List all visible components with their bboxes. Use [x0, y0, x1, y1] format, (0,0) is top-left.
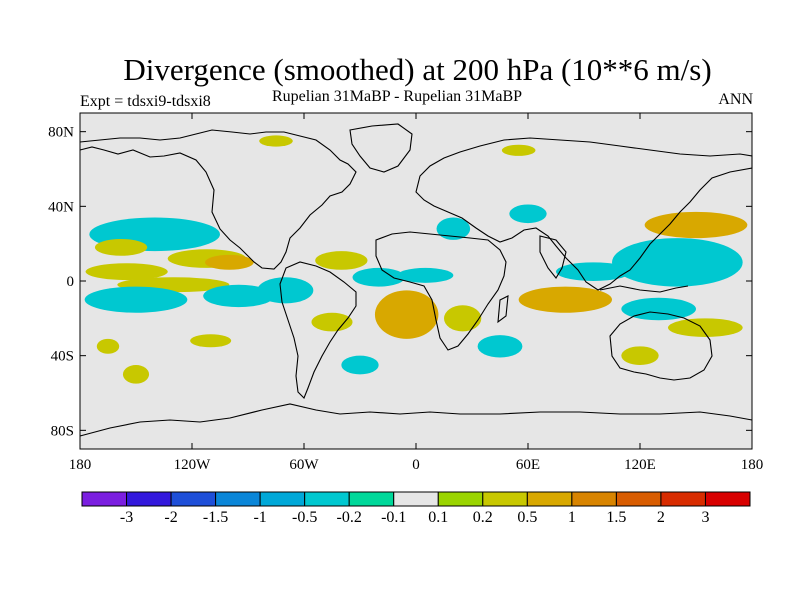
lon-tick-label: 60W	[289, 457, 319, 473]
divergence-blob-27	[668, 318, 743, 337]
divergence-blob-11	[122, 365, 150, 384]
divergence-blob-19	[374, 290, 439, 339]
divergence-blob-13	[96, 338, 120, 354]
coast-antarctica	[79, 403, 753, 437]
divergence-blob-9	[311, 312, 353, 332]
divergence-blob-14	[315, 251, 368, 270]
experiment-label: Expt = tdsxi9-tdsxi8	[80, 93, 211, 110]
lon-tick-label: 60E	[516, 457, 540, 473]
coast-greenland	[349, 123, 413, 173]
season-label: ANN	[718, 91, 753, 108]
divergence-blob-4	[85, 263, 168, 281]
divergence-blob-6	[84, 286, 188, 313]
divergence-blob-10	[341, 355, 379, 375]
lat-tick-label: 0	[67, 274, 75, 290]
divergence-blob-1	[94, 239, 148, 256]
lon-tick-label: 180	[741, 457, 764, 473]
coast-australia	[609, 311, 713, 381]
divergence-blob-30	[259, 135, 293, 147]
divergence-blob-20	[444, 305, 482, 332]
divergence-blob-25	[644, 211, 748, 239]
divergence-blob-22	[518, 286, 612, 313]
coast-south-america	[279, 261, 357, 399]
divergence-blob-17	[436, 217, 471, 240]
coast-north-america	[79, 129, 357, 270]
coast-eurasia	[415, 137, 753, 291]
lat-tick-label: 80N	[48, 125, 74, 141]
coast-sea-islands	[599, 285, 689, 293]
divergence-blob-7	[203, 284, 275, 308]
divergence-field	[84, 135, 748, 384]
lon-tick-label: 120E	[624, 457, 656, 473]
lat-axis: 80N 40N 0 40S 80S	[48, 125, 752, 439]
divergence-blob-8	[257, 277, 314, 304]
coast-madagascar	[497, 295, 509, 324]
divergence-blob-12	[190, 334, 232, 348]
divergence-blob-16	[397, 267, 454, 283]
divergence-blob-24	[612, 238, 743, 287]
lon-tick-label: 120W	[174, 457, 212, 473]
divergence-blob-21	[477, 335, 523, 358]
divergence-blob-29	[501, 144, 536, 156]
lon-tick-label: 180	[69, 457, 92, 473]
divergence-blob-18	[509, 204, 547, 224]
lon-axis: 180 120W 60W 0 60E 120E 180	[69, 113, 764, 473]
divergence-blob-28	[621, 346, 659, 365]
divergence-blob-3	[205, 254, 254, 270]
divergence-blob-15	[352, 267, 405, 287]
lat-tick-label: 40S	[51, 349, 74, 365]
chart-title: Divergence (smoothed) at 200 hPa (10**6 …	[123, 52, 712, 87]
lat-tick-label: 80S	[51, 423, 74, 439]
period-label: Rupelian 31MaBP - Rupelian 31MaBP	[272, 88, 523, 105]
coastlines	[79, 123, 753, 437]
lon-tick-label: 0	[412, 457, 420, 473]
lat-tick-label: 40N	[48, 199, 74, 215]
coast-india	[539, 235, 567, 279]
coast-africa	[375, 231, 507, 351]
